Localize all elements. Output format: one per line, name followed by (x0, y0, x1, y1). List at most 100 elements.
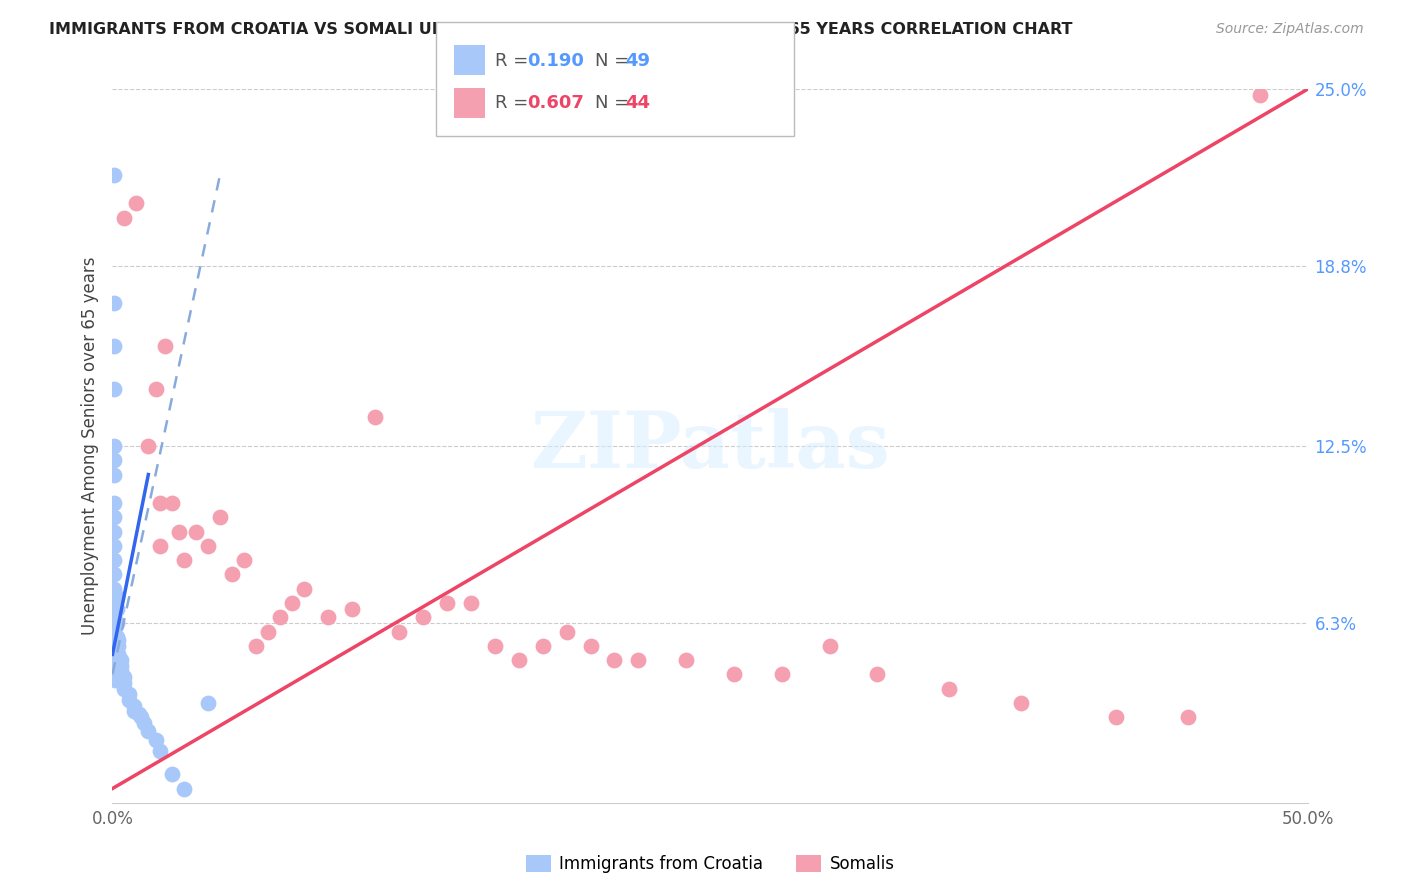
Y-axis label: Unemployment Among Seniors over 65 years: Unemployment Among Seniors over 65 years (80, 257, 98, 635)
Point (627, 653, 650, 667)
Point (149, 539, 172, 553)
Point (104, 644, 127, 658)
Point (105, 630, 128, 644)
Point (110, 653, 132, 667)
Legend: Immigrants from Croatia, Somalis: Immigrants from Croatia, Somalis (519, 848, 901, 880)
Point (1105, 710, 1128, 724)
Point (107, 648, 129, 662)
Point (107, 639, 129, 653)
Point (118, 693, 141, 707)
Text: 0.607: 0.607 (527, 95, 583, 112)
Point (209, 510, 232, 524)
Point (105, 615, 128, 630)
Point (269, 610, 291, 624)
Point (103, 496, 125, 510)
Point (460, 596, 482, 610)
Point (114, 676, 135, 690)
Point (257, 624, 280, 639)
Text: ZIPatlas: ZIPatlas (530, 408, 890, 484)
Point (149, 744, 172, 758)
Point (132, 715, 155, 730)
Point (104, 650, 127, 665)
Point (122, 698, 145, 713)
Point (938, 681, 960, 696)
Point (316, 610, 339, 624)
Point (114, 670, 135, 684)
Point (531, 639, 554, 653)
Point (103, 296, 125, 310)
Point (197, 696, 219, 710)
Text: N =: N = (595, 95, 634, 112)
Point (675, 653, 697, 667)
Point (770, 667, 793, 681)
Point (173, 553, 195, 567)
Text: 49: 49 (626, 52, 651, 70)
Point (233, 553, 256, 567)
Point (107, 633, 129, 648)
Point (104, 673, 127, 687)
Point (145, 382, 167, 396)
Point (412, 610, 434, 624)
Point (103, 467, 125, 482)
Point (555, 624, 578, 639)
Point (104, 656, 127, 670)
Text: 0.190: 0.190 (527, 52, 583, 70)
Point (138, 724, 160, 739)
Point (103, 539, 125, 553)
Point (162, 767, 183, 781)
Point (197, 539, 219, 553)
Point (104, 662, 127, 676)
Point (103, 339, 125, 353)
Point (103, 168, 125, 182)
Point (162, 496, 183, 510)
Point (105, 601, 128, 615)
Point (110, 658, 132, 673)
Text: R =: R = (495, 95, 534, 112)
Text: R =: R = (495, 52, 534, 70)
Point (103, 382, 125, 396)
Point (128, 707, 150, 722)
Point (1010, 696, 1032, 710)
Point (103, 510, 125, 524)
Point (173, 781, 195, 796)
Point (114, 681, 135, 696)
Point (125, 196, 148, 211)
Point (508, 653, 530, 667)
Point (169, 524, 191, 539)
Point (1249, 87, 1271, 102)
Point (103, 567, 125, 582)
Point (138, 439, 160, 453)
Point (245, 639, 267, 653)
Point (103, 524, 125, 539)
Point (866, 667, 889, 681)
Point (104, 667, 127, 681)
Point (436, 596, 458, 610)
Point (103, 439, 125, 453)
Point (129, 710, 152, 724)
Point (103, 610, 125, 624)
Point (292, 582, 315, 596)
Point (723, 667, 745, 681)
Point (153, 339, 176, 353)
Point (149, 496, 172, 510)
Point (364, 410, 387, 425)
Text: 44: 44 (626, 95, 651, 112)
Point (484, 639, 506, 653)
Point (1177, 710, 1199, 724)
Point (388, 624, 411, 639)
Point (122, 705, 145, 719)
Point (105, 591, 128, 605)
Point (603, 653, 626, 667)
Point (103, 453, 125, 467)
Text: N =: N = (595, 52, 634, 70)
Point (340, 601, 363, 615)
Point (579, 639, 602, 653)
Point (281, 596, 304, 610)
Text: Source: ZipAtlas.com: Source: ZipAtlas.com (1216, 22, 1364, 37)
Point (118, 687, 141, 701)
Point (103, 596, 125, 610)
Point (110, 665, 132, 679)
Text: IMMIGRANTS FROM CROATIA VS SOMALI UNEMPLOYMENT AMONG SENIORS OVER 65 YEARS CORRE: IMMIGRANTS FROM CROATIA VS SOMALI UNEMPL… (49, 22, 1073, 37)
Point (114, 211, 135, 225)
Point (103, 553, 125, 567)
